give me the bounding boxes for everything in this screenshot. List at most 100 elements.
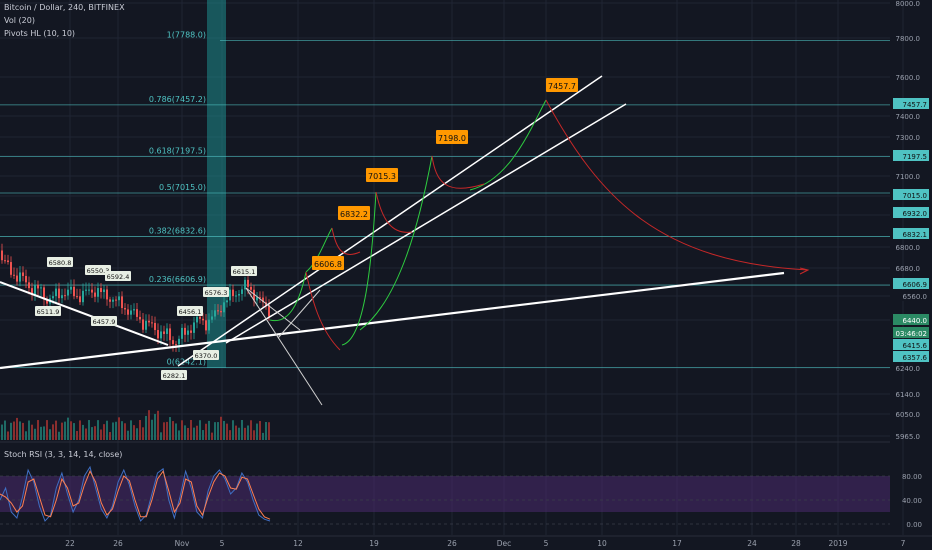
price-axis-tick: 7400.0 bbox=[896, 113, 921, 121]
channel-upper-line bbox=[177, 75, 603, 367]
volume-bar bbox=[13, 421, 15, 440]
projection-path-green bbox=[469, 99, 547, 191]
fib-level-label: 1(7788.0) bbox=[167, 30, 206, 39]
volume-bar bbox=[1, 424, 3, 440]
axis-price-tag bbox=[893, 150, 929, 161]
target-label-text: 6606.8 bbox=[314, 260, 342, 269]
candle-body bbox=[103, 289, 105, 293]
grid-lines bbox=[0, 0, 904, 535]
channel-lower-line bbox=[225, 103, 627, 344]
candle-body bbox=[154, 322, 156, 331]
time-axis-tick: 19 bbox=[369, 539, 379, 548]
rsi-axis-tick: 40.00 bbox=[902, 497, 922, 505]
pivot-label-text: 6550.3 bbox=[87, 267, 110, 275]
price-axis-tick: 6050.0 bbox=[896, 411, 921, 419]
volume-bar bbox=[193, 427, 195, 440]
axis-price-tag-text: 6560.0 bbox=[903, 293, 928, 301]
candle-body bbox=[61, 295, 63, 299]
time-axis-tick: Dec bbox=[497, 539, 512, 548]
volume-bar bbox=[25, 431, 27, 440]
volume-bar bbox=[163, 422, 165, 440]
volume-bar bbox=[148, 410, 150, 440]
candle-body bbox=[181, 327, 183, 339]
candle-body bbox=[70, 286, 72, 290]
axis-price-tag bbox=[893, 290, 929, 301]
volume-bar bbox=[211, 432, 213, 440]
volume-bar bbox=[37, 420, 39, 440]
volume-bar bbox=[229, 430, 231, 440]
volume-bar bbox=[160, 432, 162, 440]
candle-body bbox=[244, 279, 246, 290]
candle-body bbox=[97, 288, 99, 297]
fib-level-label: 0.5(7015.0) bbox=[159, 183, 206, 192]
candle-body bbox=[166, 328, 168, 334]
symbol-legend[interactable]: Bitcoin / Dollar, 240, BITFINEX bbox=[4, 3, 125, 12]
volume-bar bbox=[238, 427, 240, 440]
candle-body bbox=[34, 284, 36, 295]
candle-body bbox=[205, 320, 207, 331]
candle-body bbox=[187, 330, 189, 335]
volume-bar bbox=[169, 417, 171, 440]
axis-price-tag-text: 6357.6 bbox=[903, 354, 928, 362]
volume-bar bbox=[142, 427, 144, 440]
volume-bar bbox=[220, 416, 222, 440]
fib-level-label: 0.618(7197.5) bbox=[149, 147, 206, 156]
volume-bar bbox=[88, 420, 90, 440]
price-axis-tick: 8000.0 bbox=[896, 0, 921, 8]
volume-bars bbox=[1, 410, 270, 440]
candle-body bbox=[127, 309, 129, 315]
pivots-legend[interactable]: Pivots HL (10, 10) bbox=[4, 29, 76, 38]
pivot-label-box bbox=[177, 306, 203, 316]
volume-legend[interactable]: Vol (20) bbox=[4, 16, 35, 25]
fib-level-label: 0.236(6606.9) bbox=[149, 275, 206, 284]
candle-body bbox=[250, 286, 252, 290]
stoch-rsi-legend[interactable]: Stoch RSI (3, 3, 14, 14, close) bbox=[4, 450, 123, 459]
pivot-label-box bbox=[161, 370, 187, 380]
projection-path-green bbox=[359, 155, 433, 331]
price-axis-tick: 7600.0 bbox=[896, 74, 921, 82]
volume-bar bbox=[10, 422, 12, 440]
candle-body bbox=[178, 338, 180, 345]
candle-body bbox=[43, 287, 45, 300]
volume-bar bbox=[244, 427, 246, 440]
volume-bar bbox=[205, 423, 207, 440]
candle-body bbox=[184, 327, 186, 335]
volume-bar bbox=[253, 430, 255, 440]
candle-body bbox=[202, 318, 204, 321]
volume-bar bbox=[247, 425, 249, 440]
candle-body bbox=[133, 309, 135, 311]
candle-body bbox=[31, 288, 33, 295]
volume-bar bbox=[67, 417, 69, 440]
price-axis: 8000.07800.07600.07400.07300.07200.07100… bbox=[893, 0, 929, 529]
projection-path-green bbox=[341, 191, 377, 346]
volume-bar bbox=[259, 421, 261, 440]
axis-price-tag-text: 6606.9 bbox=[903, 281, 928, 289]
volume-bar bbox=[196, 425, 198, 440]
time-axis-tick: 10 bbox=[597, 539, 607, 548]
candle-body bbox=[256, 297, 258, 301]
volume-bar bbox=[175, 423, 177, 440]
volume-bar bbox=[52, 424, 54, 440]
volume-bar bbox=[157, 410, 159, 440]
pivot-label-text: 6370.0 bbox=[195, 352, 218, 360]
candle-body bbox=[13, 274, 15, 276]
pivot-label-text: 6580.8 bbox=[49, 259, 72, 267]
time-axis-tick: Nov bbox=[175, 539, 190, 548]
axis-price-tag bbox=[893, 189, 929, 200]
time-axis-tick: 5 bbox=[220, 539, 225, 548]
candle-body bbox=[208, 319, 210, 331]
candle-body bbox=[190, 330, 192, 333]
pivot-label-box bbox=[231, 266, 257, 276]
volume-bar bbox=[121, 421, 123, 440]
volume-bar bbox=[19, 421, 21, 440]
candle-body bbox=[214, 310, 216, 317]
volume-bar bbox=[226, 423, 228, 440]
projection-target-labels: 6606.8 6832.2 7015.3 7198.0 7457.7 bbox=[312, 78, 578, 270]
fib-level-label: 0(6242.1) bbox=[167, 357, 206, 366]
wedge-line-up bbox=[277, 289, 321, 339]
volume-bar bbox=[118, 417, 120, 440]
volume-bar bbox=[73, 423, 75, 440]
volume-bar bbox=[232, 420, 234, 440]
